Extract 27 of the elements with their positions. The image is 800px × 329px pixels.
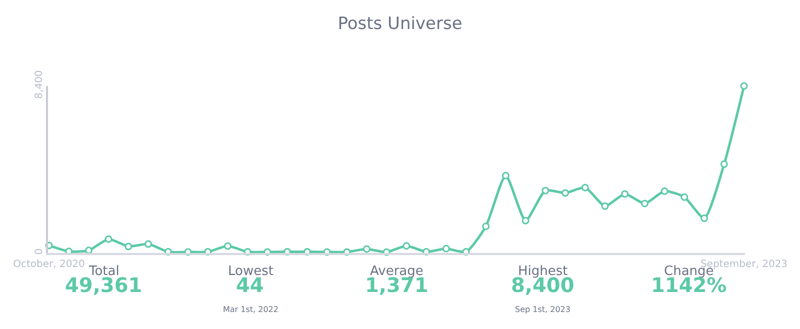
point [700,214,708,222]
point [104,235,112,243]
point [680,193,688,201]
point [562,189,570,197]
y-tick-label: 0 [34,248,45,255]
point [640,200,648,208]
point [402,242,410,250]
point [502,172,510,180]
category-label: Lowest [228,264,274,279]
point [144,240,152,248]
point [362,245,370,253]
point [621,190,629,198]
text: Sep 1st, 2023 [515,305,570,314]
text: Mar 1st, 2022 [223,305,278,314]
point [601,202,609,210]
x-tick-label: October, 2020 [13,259,85,270]
point [740,82,748,90]
point [581,184,589,192]
point [542,186,550,194]
point [720,160,728,168]
point [660,187,668,195]
point [224,242,232,250]
point [522,216,530,224]
point [124,242,132,250]
chart-title: Posts Universe [338,14,462,34]
point [442,244,450,252]
point [482,222,490,230]
